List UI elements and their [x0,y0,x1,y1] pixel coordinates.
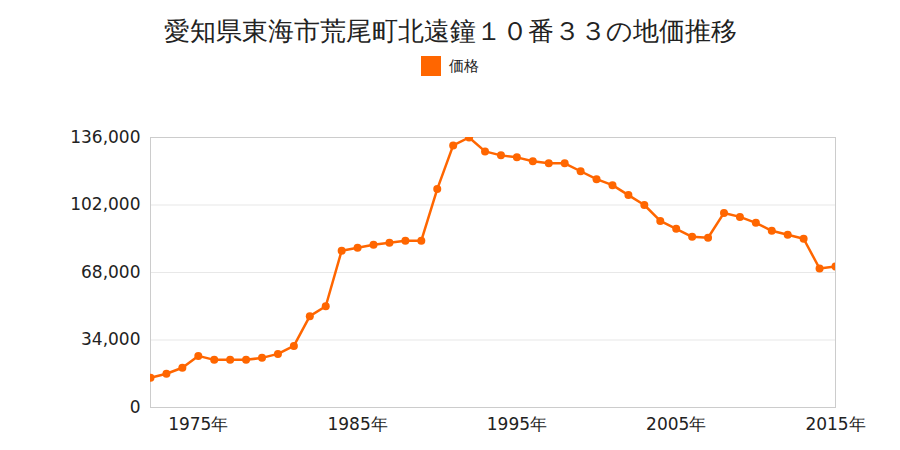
svg-text:1985年: 1985年 [327,414,387,434]
svg-text:2015年: 2015年 [805,414,865,434]
svg-text:2005年: 2005年 [646,414,706,434]
svg-text:102,000: 102,000 [70,194,140,214]
svg-text:34,000: 34,000 [81,329,140,349]
html-text:価格: 価格 [449,56,479,75]
svg-text:0: 0 [130,397,141,417]
svg-text:1995年: 1995年 [487,414,547,434]
html-text:愛知県東海市荒尾町北遠鐘１０番３３の地価推移: 愛知県東海市荒尾町北遠鐘１０番３３の地価推移 [163,16,737,46]
svg-text:1975年: 1975年 [168,414,228,434]
svg-text:68,000: 68,000 [81,262,140,282]
svg-text:136,000: 136,000 [70,127,140,147]
